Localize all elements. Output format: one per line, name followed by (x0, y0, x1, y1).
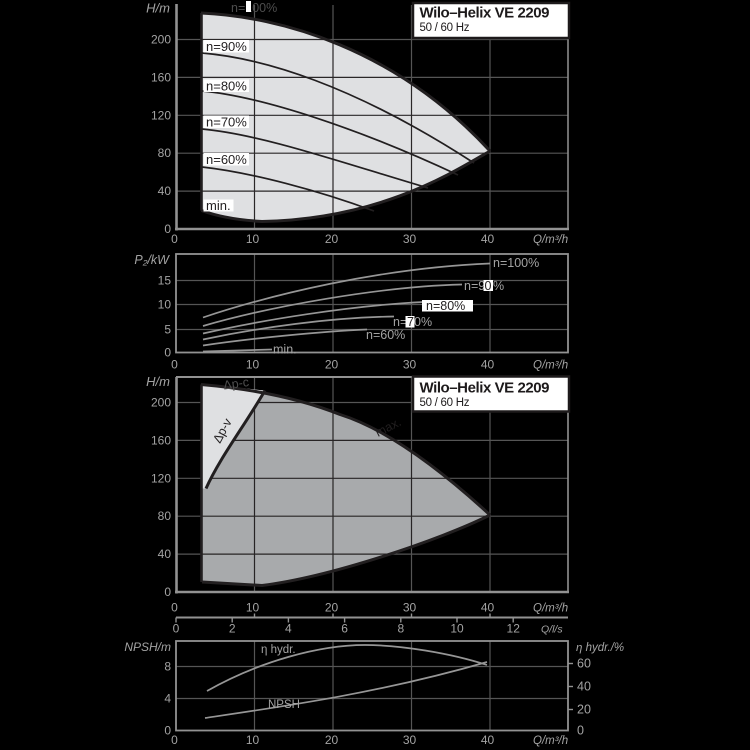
svg-text:Wilo–Helix VE 2209: Wilo–Helix VE 2209 (420, 5, 550, 22)
svg-text:20: 20 (325, 733, 339, 747)
svg-text:120: 120 (151, 471, 171, 485)
svg-text:30: 30 (403, 733, 417, 747)
svg-text:0: 0 (164, 585, 171, 599)
svg-text:80: 80 (158, 509, 172, 523)
svg-text:min.: min. (273, 343, 297, 357)
svg-text:0: 0 (171, 601, 178, 615)
svg-text:30: 30 (403, 358, 417, 372)
svg-text:30: 30 (403, 601, 417, 615)
svg-text:5: 5 (164, 323, 171, 337)
svg-text:Q/m³/h: Q/m³/h (533, 603, 568, 615)
svg-text:Q/m³/h: Q/m³/h (533, 735, 568, 747)
svg-text:6: 6 (341, 622, 348, 636)
svg-text:0: 0 (164, 346, 171, 360)
svg-text:60: 60 (577, 657, 591, 671)
svg-text:8: 8 (164, 660, 171, 674)
svg-text:0: 0 (171, 733, 178, 747)
svg-text:200: 200 (151, 396, 171, 410)
svg-text:10: 10 (246, 358, 260, 372)
svg-text:0: 0 (577, 724, 584, 738)
svg-text:40: 40 (481, 601, 495, 615)
svg-text:10: 10 (158, 298, 172, 312)
svg-text:10: 10 (246, 232, 260, 246)
svg-text:4: 4 (164, 692, 171, 706)
svg-text:Q/m³/h: Q/m³/h (533, 360, 568, 372)
svg-text:50 / 60 Hz: 50 / 60 Hz (420, 22, 470, 34)
svg-text:min.: min. (206, 198, 231, 213)
svg-text:Wilo–Helix VE 2209: Wilo–Helix VE 2209 (420, 380, 550, 397)
svg-text:120: 120 (151, 108, 171, 122)
svg-text:40: 40 (481, 733, 495, 747)
svg-text:NPSH/m: NPSH/m (124, 640, 171, 654)
svg-text:n=: n= (393, 315, 407, 329)
svg-text:n=80%: n=80% (206, 79, 247, 94)
svg-text:7: 7 (407, 315, 414, 329)
svg-text:η hydr.: η hydr. (261, 644, 296, 656)
svg-text:0: 0 (485, 279, 492, 293)
svg-text:Q/l/s: Q/l/s (541, 624, 563, 636)
svg-text:n=90%: n=90% (206, 39, 247, 54)
svg-text:P₂/kW: P₂/kW (134, 253, 170, 267)
svg-text:30: 30 (403, 232, 417, 246)
svg-text:10: 10 (246, 733, 260, 747)
svg-text:0: 0 (164, 222, 171, 236)
svg-text:20: 20 (577, 703, 591, 717)
svg-text:n=70%: n=70% (206, 115, 247, 130)
svg-text:Δp-c: Δp-c (222, 375, 249, 392)
svg-text:2: 2 (229, 622, 236, 636)
svg-text:η hydr./%: η hydr./% (576, 642, 624, 654)
svg-text:n=100%: n=100% (493, 256, 539, 270)
svg-text:15: 15 (158, 274, 172, 288)
svg-text:0: 0 (171, 232, 178, 246)
svg-text:n=80%: n=80% (426, 299, 465, 313)
svg-text:NPSH: NPSH (268, 699, 300, 711)
svg-text:n=100%: n=100% (231, 1, 277, 15)
svg-text:10: 10 (246, 601, 260, 615)
svg-text:0: 0 (173, 622, 180, 636)
svg-text:20: 20 (325, 358, 339, 372)
svg-text:H/m: H/m (146, 374, 170, 389)
svg-text:12: 12 (507, 622, 521, 636)
svg-text:H/m: H/m (146, 1, 170, 16)
svg-text:0%: 0% (414, 315, 432, 329)
svg-text:80: 80 (158, 146, 172, 160)
svg-text:200: 200 (151, 33, 171, 47)
svg-text:0: 0 (164, 724, 171, 738)
svg-text:20: 20 (325, 232, 339, 246)
svg-text:%: % (493, 279, 504, 293)
svg-text:0: 0 (171, 358, 178, 372)
svg-text:50 / 60 Hz: 50 / 60 Hz (420, 397, 470, 409)
svg-text:4: 4 (285, 622, 292, 636)
svg-text:20: 20 (325, 601, 339, 615)
svg-text:40: 40 (577, 680, 591, 694)
svg-text:n=60%: n=60% (366, 328, 405, 342)
svg-text:160: 160 (151, 70, 171, 84)
svg-text:160: 160 (151, 433, 171, 447)
svg-text:n=60%: n=60% (206, 152, 247, 167)
svg-text:8: 8 (397, 622, 404, 636)
svg-text:n=9: n=9 (464, 279, 485, 293)
svg-text:40: 40 (158, 184, 172, 198)
svg-text:40: 40 (158, 547, 172, 561)
svg-text:Q/m³/h: Q/m³/h (533, 234, 568, 246)
svg-text:40: 40 (481, 358, 495, 372)
svg-text:40: 40 (481, 232, 495, 246)
svg-text:10: 10 (450, 622, 464, 636)
